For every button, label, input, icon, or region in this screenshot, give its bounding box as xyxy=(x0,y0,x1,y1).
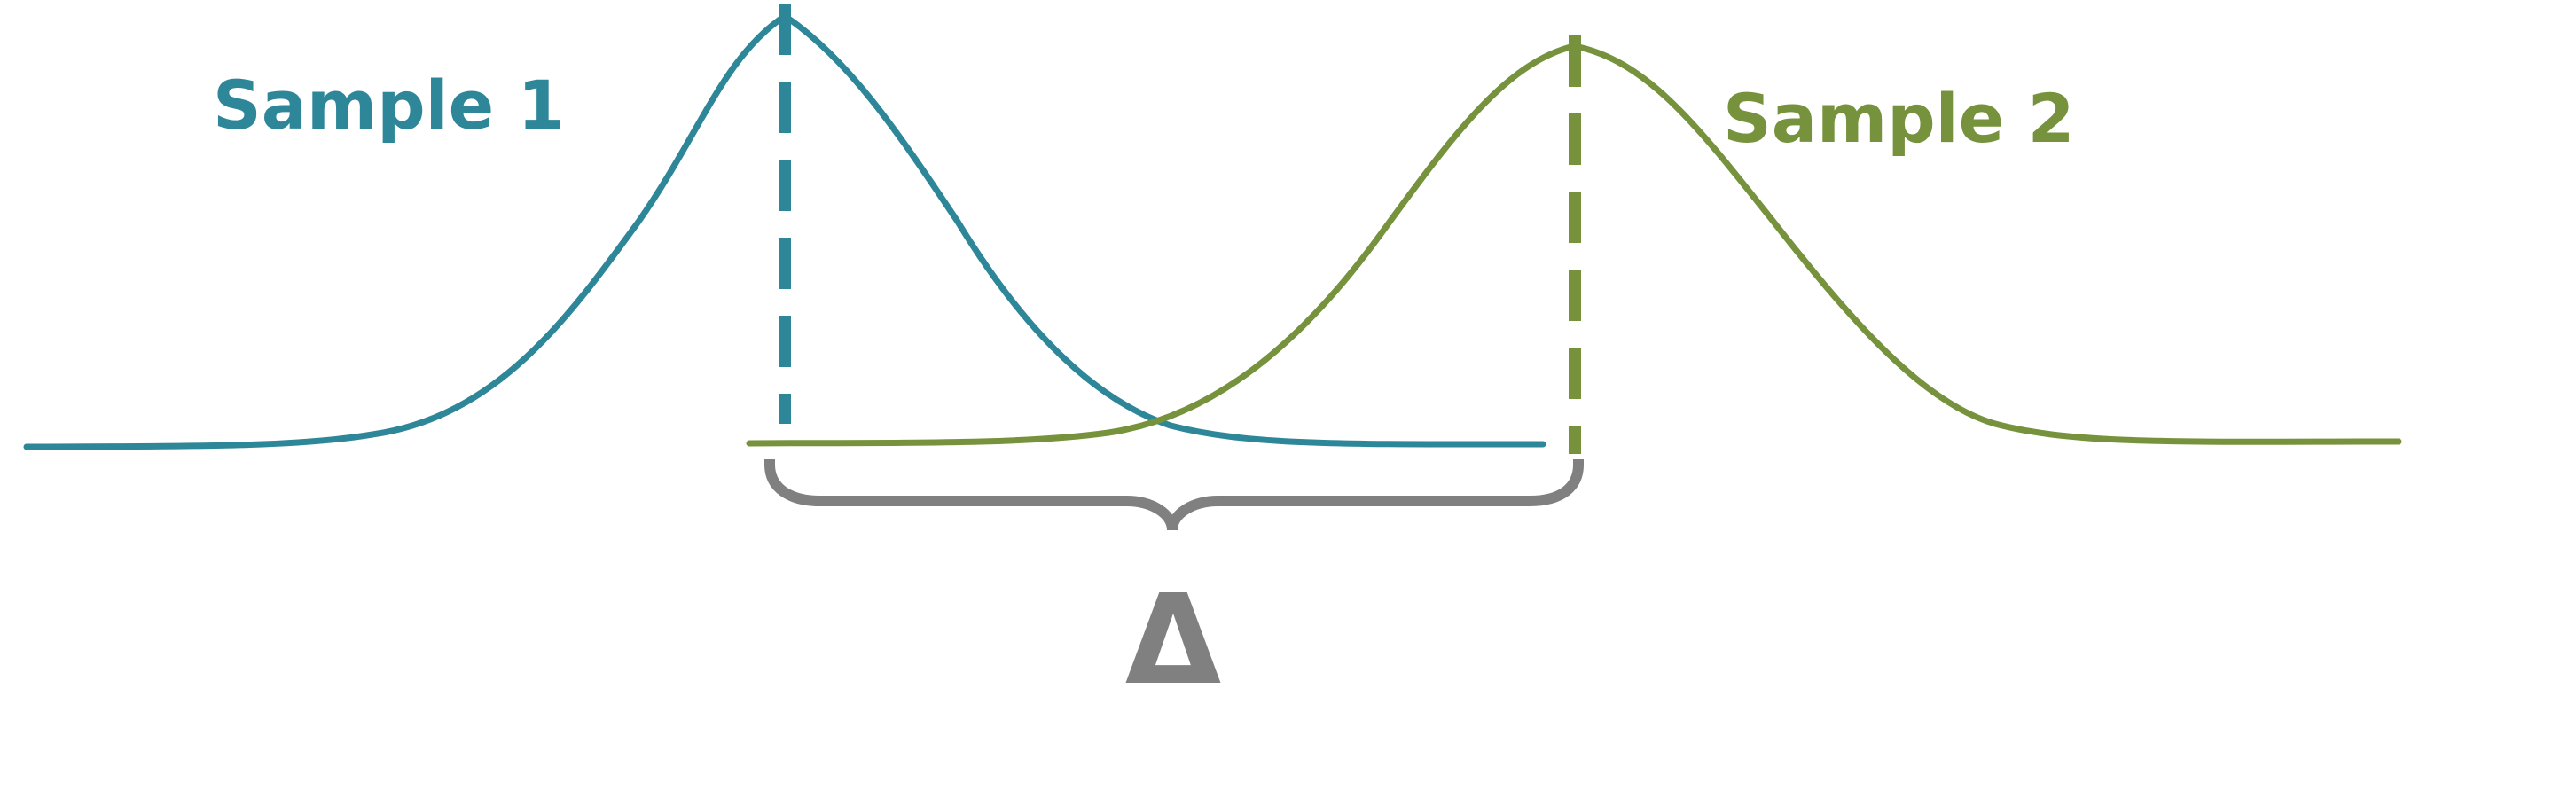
difference-brace xyxy=(763,458,1585,531)
sample-1-label: Sample 1 xyxy=(213,66,565,145)
delta-symbol: Δ xyxy=(1125,568,1221,713)
sample-2-label: Sample 2 xyxy=(1723,79,2075,158)
